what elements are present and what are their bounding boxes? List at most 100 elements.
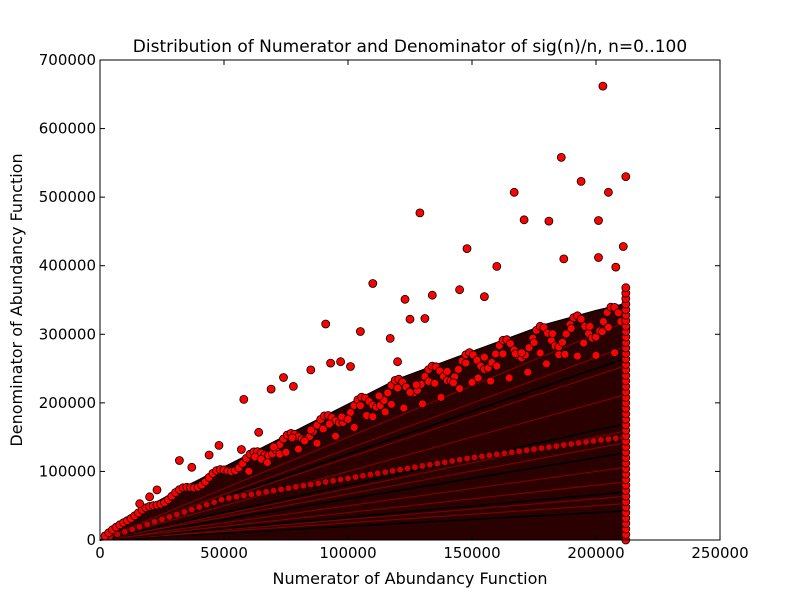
- data-point: [597, 327, 607, 337]
- data-point: [244, 466, 254, 476]
- band-point: [262, 488, 270, 496]
- data-point: [383, 388, 393, 398]
- data-point: [236, 445, 246, 454]
- data-point: [436, 392, 446, 402]
- data-point: [467, 377, 477, 387]
- band-point: [567, 440, 575, 448]
- data-point: [145, 492, 155, 502]
- data-point: [529, 338, 539, 347]
- band-point: [195, 503, 203, 511]
- data-point: [300, 436, 310, 446]
- y-tick-label: 400000: [39, 257, 96, 275]
- band-point: [232, 493, 240, 501]
- data-point: [355, 327, 365, 336]
- band-point: [121, 528, 129, 536]
- band-point: [210, 498, 218, 506]
- data-point: [204, 450, 214, 460]
- band-point: [143, 520, 151, 528]
- band-point: [203, 501, 211, 509]
- data-point: [621, 172, 631, 182]
- band-point: [575, 439, 583, 447]
- data-point: [517, 348, 526, 358]
- band-point: [404, 464, 411, 472]
- data-point: [420, 314, 430, 323]
- band-point: [180, 508, 188, 516]
- data-point: [461, 358, 471, 368]
- band-point: [560, 441, 568, 449]
- scatter-points: [100, 81, 631, 545]
- data-point: [610, 348, 619, 358]
- data-point: [509, 187, 519, 197]
- ratio-ray: [99, 321, 626, 541]
- ratio-ray: [99, 364, 626, 541]
- data-point: [349, 422, 359, 432]
- data-point: [343, 414, 353, 424]
- band-point: [433, 460, 441, 467]
- band-point: [500, 449, 508, 457]
- plot-frame: [99, 59, 721, 541]
- band-point: [158, 515, 166, 523]
- data-point: [214, 440, 224, 450]
- ratio-ray: [99, 466, 626, 541]
- data-point: [594, 253, 603, 262]
- data-point: [386, 399, 396, 409]
- x-tick-label: 0: [95, 544, 105, 562]
- band-point: [471, 453, 478, 461]
- band-point: [426, 461, 434, 469]
- ratio-ray: [99, 442, 626, 541]
- band-point: [582, 438, 590, 446]
- data-point: [455, 384, 465, 394]
- band-point: [128, 525, 136, 533]
- y-tick-label: 100000: [39, 462, 96, 480]
- data-point: [611, 262, 621, 272]
- x-tick-label: 250000: [691, 544, 748, 562]
- plot-area: [98, 59, 721, 545]
- y-axis: 0 100000 200000 300000 400000 500000 600000 700…: [39, 51, 720, 549]
- y-axis-label: Denominator of Abundancy Function: [7, 153, 26, 446]
- band-point: [523, 446, 531, 454]
- data-point: [599, 317, 608, 327]
- band-point: [366, 471, 374, 479]
- data-point: [306, 425, 316, 435]
- y-tick-label: 500000: [39, 188, 96, 206]
- data-point: [492, 261, 502, 271]
- ratio-ray: [99, 451, 626, 541]
- band-point: [292, 483, 300, 491]
- data-point: [604, 322, 613, 332]
- band-point: [270, 487, 278, 495]
- ratio-ray: [99, 422, 626, 541]
- data-point: [542, 359, 551, 369]
- data-point: [613, 308, 623, 318]
- chart-title: Distribution of Numerator and Denominato…: [133, 37, 687, 57]
- data-point: [393, 383, 403, 393]
- data-point: [262, 458, 272, 467]
- data-point: [430, 378, 440, 388]
- data-point: [618, 242, 628, 251]
- band-point: [612, 434, 620, 442]
- data-point: [135, 499, 145, 509]
- band-point: [374, 469, 382, 477]
- ratio-ray: [99, 357, 627, 541]
- data-point: [566, 324, 576, 333]
- band-point: [493, 450, 501, 458]
- band-point: [552, 442, 560, 450]
- data-point: [411, 380, 421, 390]
- data-point: [400, 294, 410, 304]
- band-point: [225, 494, 233, 502]
- data-point: [355, 401, 365, 411]
- band-point: [456, 456, 464, 464]
- data-point: [519, 215, 529, 225]
- data-point: [585, 321, 595, 331]
- data-point: [399, 403, 409, 413]
- x-tick-label: 50000: [200, 544, 248, 562]
- y-tick-label: 600000: [39, 120, 96, 138]
- band-point: [597, 436, 605, 444]
- data-point: [462, 244, 472, 254]
- band-point: [396, 466, 404, 474]
- data-point: [331, 431, 341, 441]
- band-point: [173, 511, 181, 518]
- data-point: [152, 485, 162, 495]
- ratio-ray: [99, 491, 626, 541]
- data-point: [505, 339, 515, 349]
- x-tick-label: 150000: [443, 544, 500, 562]
